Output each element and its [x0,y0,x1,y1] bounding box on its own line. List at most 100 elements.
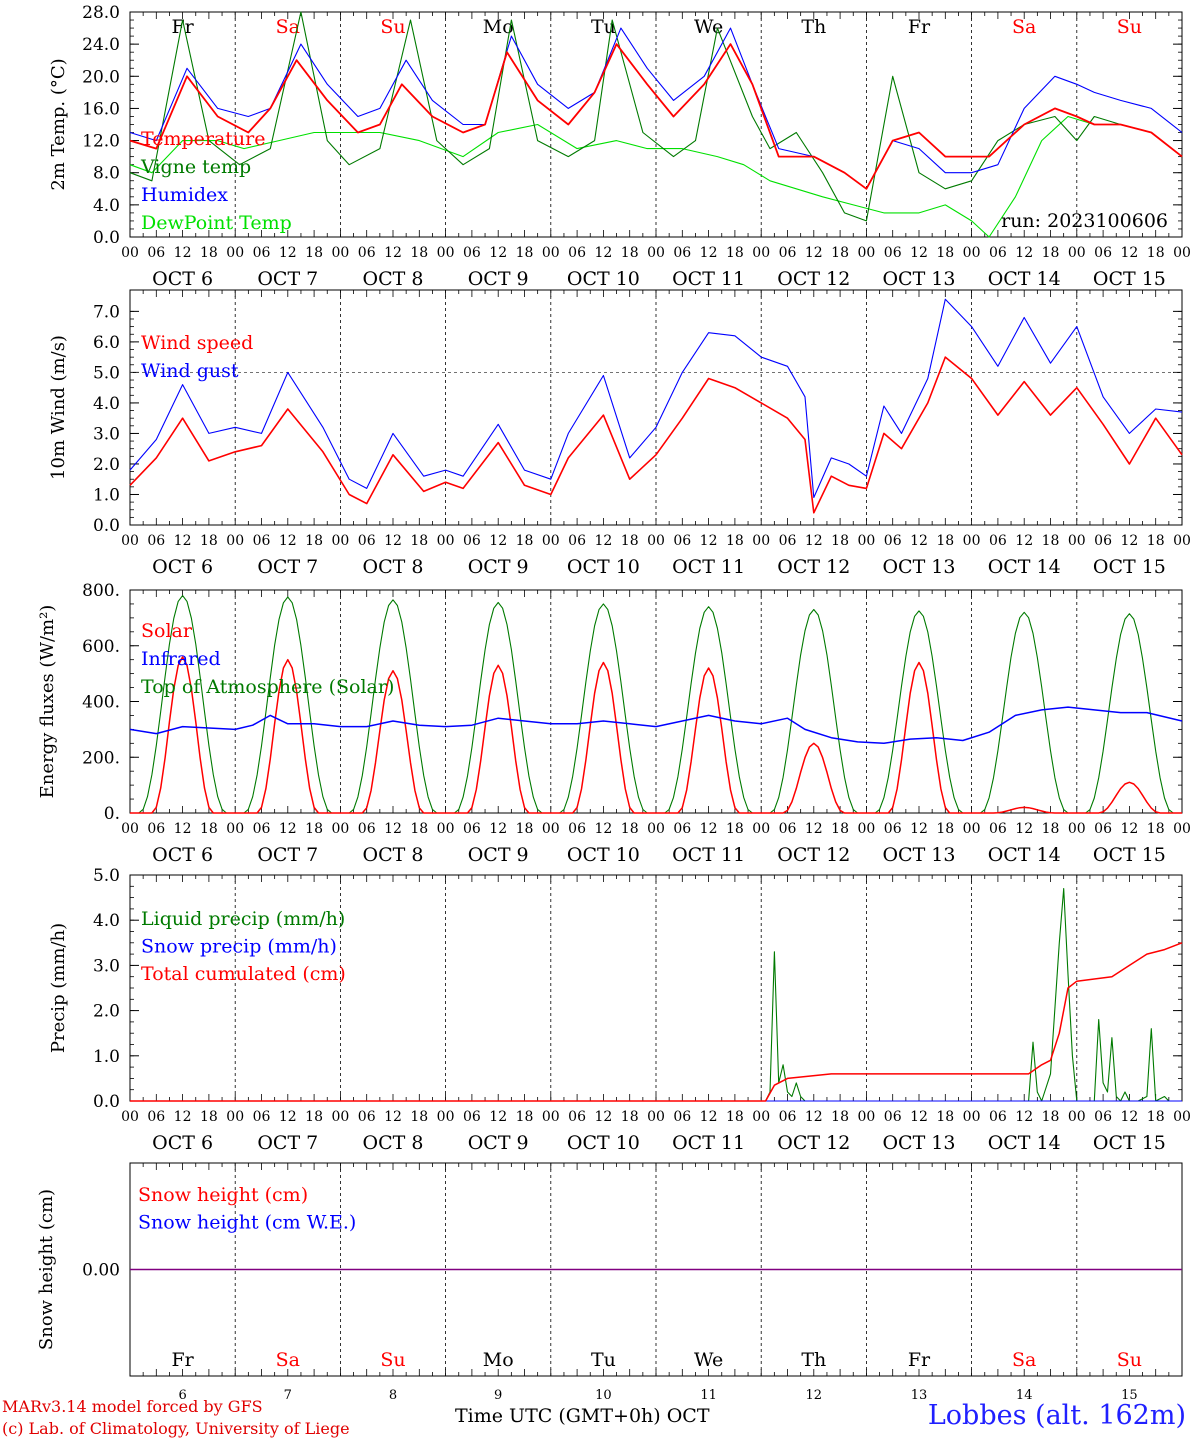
legend-entry: Total cumulated (cm) [141,963,346,985]
series-solar [130,656,1182,814]
x-date-label: OCT 11 [672,844,745,866]
x-hour-label: 12 [1015,533,1033,549]
x-date-label: OCT 6 [152,844,213,866]
day-of-week-label: Tu [591,16,616,38]
x-hour-label: 00 [437,1109,455,1125]
day-of-month-label: 15 [1121,1388,1138,1403]
x-hour-label: 06 [779,1109,797,1125]
x-hour-label: 18 [200,1109,218,1125]
x-date-label: OCT 11 [672,268,745,290]
y-axis-label: 2m Temp. (°C) [48,58,69,190]
y-tick-label: 1.0 [93,485,120,505]
x-hour-label: 18 [726,1109,744,1125]
x-hour-label: 06 [147,1109,165,1125]
x-hour-label: 06 [673,821,691,837]
x-hour-label: 06 [568,821,586,837]
day-of-week-label: Mo [483,1349,514,1371]
x-hour-label: 00 [647,821,665,837]
x-hour-label: 00 [1173,533,1191,549]
day-of-month-label: 12 [806,1388,823,1403]
x-hour-label: 00 [1173,1109,1191,1125]
x-hour-label: 12 [279,533,297,549]
x-hour-label: 00 [857,1109,875,1125]
x-hour-label: 00 [1068,245,1086,261]
x-hour-label: 06 [568,245,586,261]
x-hour-label: 18 [516,821,534,837]
series-wind-speed [129,356,1183,514]
x-hour-label: 06 [779,533,797,549]
series-vigne-temp [129,11,1183,222]
x-hour-label: 18 [305,245,323,261]
x-hour-label: 00 [331,1109,349,1125]
x-hour-label: 00 [1068,1109,1086,1125]
x-hour-label: 00 [437,533,455,549]
legend-entry: Top of Atmosphere (Solar) [141,676,394,698]
x-date-label: OCT 12 [777,556,850,578]
x-hour-label: 12 [910,1109,928,1125]
legend-entry: DewPoint Temp [141,212,292,234]
x-hour-label: 06 [989,533,1007,549]
x-hour-label: 18 [726,533,744,549]
x-hour-label: 06 [253,1109,271,1125]
x-hour-label: 06 [253,533,271,549]
x-date-label: OCT 9 [468,268,529,290]
x-hour-label: 00 [857,245,875,261]
x-hour-label: 00 [121,1109,139,1125]
y-tick-label: 4.0 [93,394,120,414]
x-hour-label: 06 [779,245,797,261]
x-hour-label: 18 [831,533,849,549]
y-tick-label: 0.00 [82,1261,120,1281]
x-hour-label: 00 [752,533,770,549]
x-hour-label: 12 [174,245,192,261]
day-of-week-label: Tu [591,1349,616,1371]
x-hour-label: 18 [831,1109,849,1125]
legend-entry: Humidex [141,184,228,206]
x-hour-label: 18 [1147,533,1165,549]
x-hour-label: 18 [305,821,323,837]
x-hour-label: 06 [463,821,481,837]
day-of-week-label: Fr [171,1349,194,1371]
x-hour-label: 12 [910,245,928,261]
x-hour-label: 00 [752,1109,770,1125]
x-hour-label: 06 [358,533,376,549]
x-date-label: OCT 8 [363,1132,424,1154]
x-hour-label: 00 [1173,821,1191,837]
x-hour-label: 00 [437,821,455,837]
x-date-label: OCT 14 [988,556,1061,578]
y-tick-label: 8.0 [93,164,120,184]
x-date-label: OCT 12 [777,268,850,290]
x-date-label: OCT 14 [988,268,1061,290]
x-date-label: OCT 14 [988,844,1061,866]
x-hour-label: 00 [331,533,349,549]
y-tick-label: 5.0 [93,866,120,886]
x-date-label: OCT 15 [1093,1132,1166,1154]
y-tick-label: 1.0 [93,1047,120,1067]
legend-entry: Solar [141,620,193,642]
y-tick-label: 12.0 [82,132,120,152]
y-tick-label: 0.0 [93,516,120,536]
x-hour-label: 18 [410,533,428,549]
day-of-week-label: Sa [1012,16,1036,38]
x-hour-label: 06 [1094,533,1112,549]
series-dewpoint-temp [129,115,1183,238]
x-hour-label: 06 [1094,245,1112,261]
x-hour-label: 06 [779,821,797,837]
x-hour-label: 12 [594,533,612,549]
x-hour-label: 12 [910,533,928,549]
legend-entry: Snow precip (mm/h) [141,936,337,958]
x-hour-label: 06 [358,821,376,837]
x-hour-label: 12 [1120,1109,1138,1125]
x-hour-label: 00 [226,245,244,261]
x-hour-label: 00 [542,245,560,261]
x-hour-label: 18 [621,533,639,549]
x-hour-label: 18 [1042,821,1060,837]
legend-entry: Vigne temp [140,156,251,178]
y-tick-label: 0. [104,804,120,824]
x-hour-label: 12 [384,1109,402,1125]
x-hour-label: 06 [568,1109,586,1125]
x-date-label: OCT 7 [257,1132,318,1154]
series-infrared [129,706,1183,745]
y-axis-label: 10m Wind (m/s) [48,335,69,480]
legend-entry: Liquid precip (mm/h) [141,908,345,930]
